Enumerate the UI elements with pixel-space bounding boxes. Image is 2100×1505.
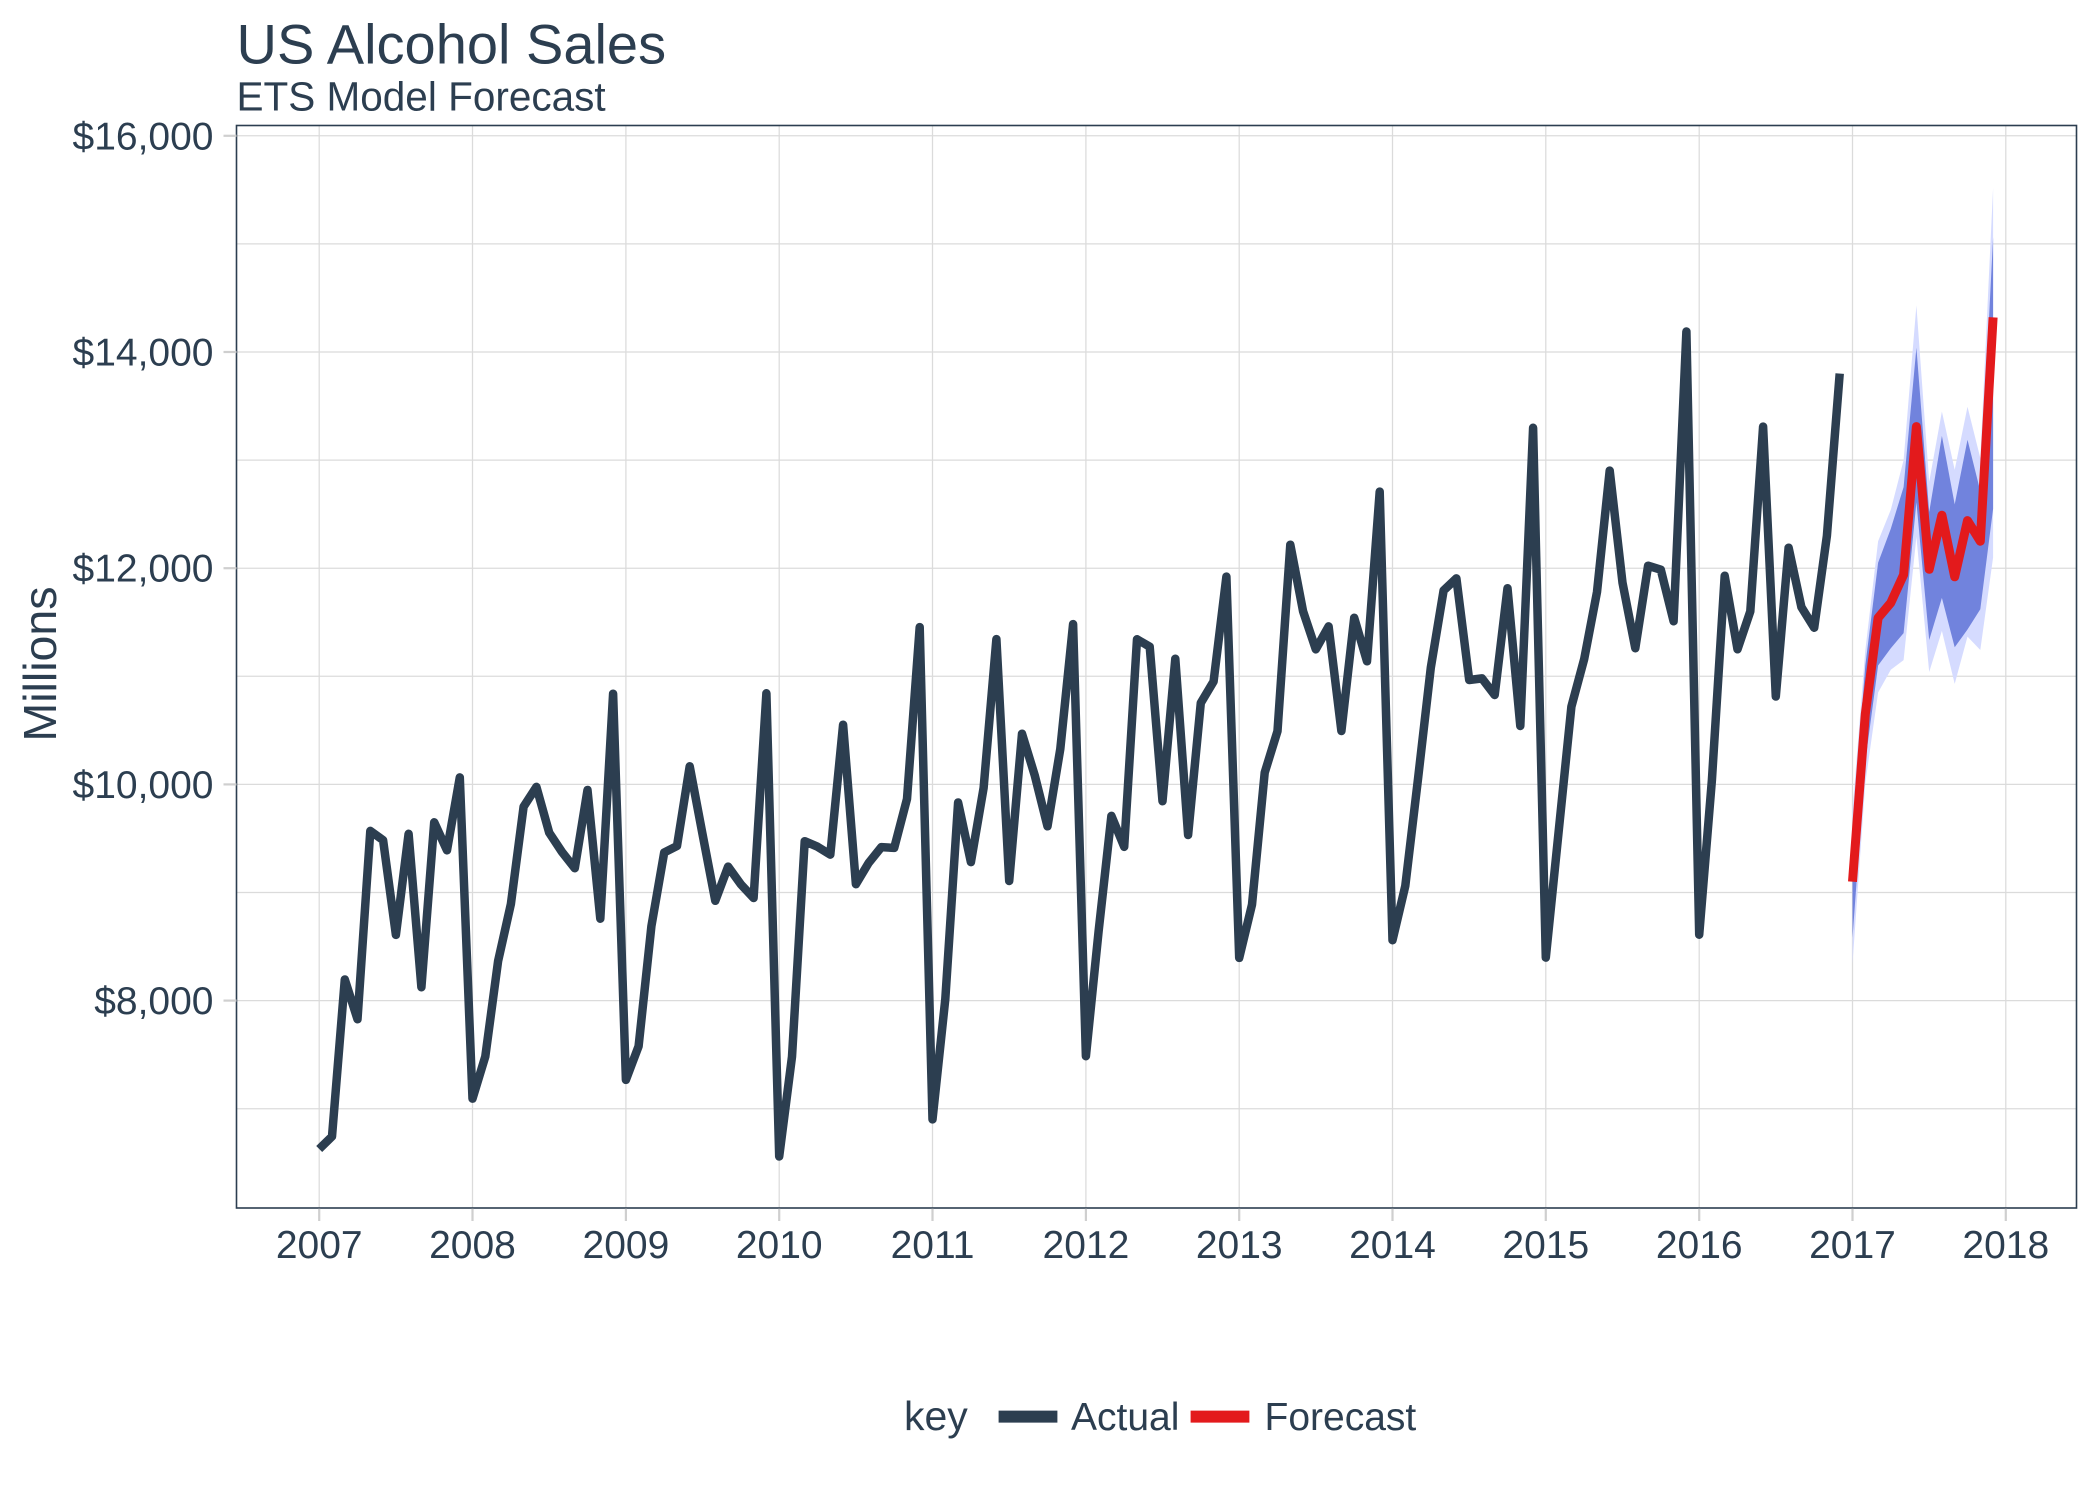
svg-text:2016: 2016 — [1656, 1224, 1743, 1267]
svg-text:ETS Model Forecast: ETS Model Forecast — [237, 74, 606, 120]
svg-text:2007: 2007 — [276, 1224, 363, 1267]
svg-text:2015: 2015 — [1502, 1224, 1589, 1267]
svg-text:$14,000: $14,000 — [73, 332, 214, 375]
svg-text:2017: 2017 — [1809, 1224, 1896, 1267]
svg-text:$10,000: $10,000 — [73, 764, 214, 807]
svg-text:2010: 2010 — [736, 1224, 823, 1267]
svg-text:Millions: Millions — [14, 586, 66, 741]
svg-text:2011: 2011 — [891, 1224, 975, 1267]
svg-text:Forecast: Forecast — [1265, 1396, 1417, 1439]
svg-text:2013: 2013 — [1196, 1224, 1283, 1267]
svg-text:Actual: Actual — [1071, 1396, 1179, 1439]
svg-text:2012: 2012 — [1043, 1224, 1130, 1267]
svg-text:2014: 2014 — [1349, 1224, 1436, 1267]
svg-text:$16,000: $16,000 — [73, 115, 214, 158]
svg-text:2018: 2018 — [1962, 1224, 2049, 1267]
svg-text:2008: 2008 — [429, 1224, 516, 1267]
svg-text:$8,000: $8,000 — [94, 980, 213, 1023]
svg-text:2009: 2009 — [583, 1224, 670, 1267]
svg-text:$12,000: $12,000 — [73, 548, 214, 591]
svg-text:US Alcohol Sales: US Alcohol Sales — [237, 13, 667, 76]
svg-text:key: key — [904, 1393, 968, 1439]
